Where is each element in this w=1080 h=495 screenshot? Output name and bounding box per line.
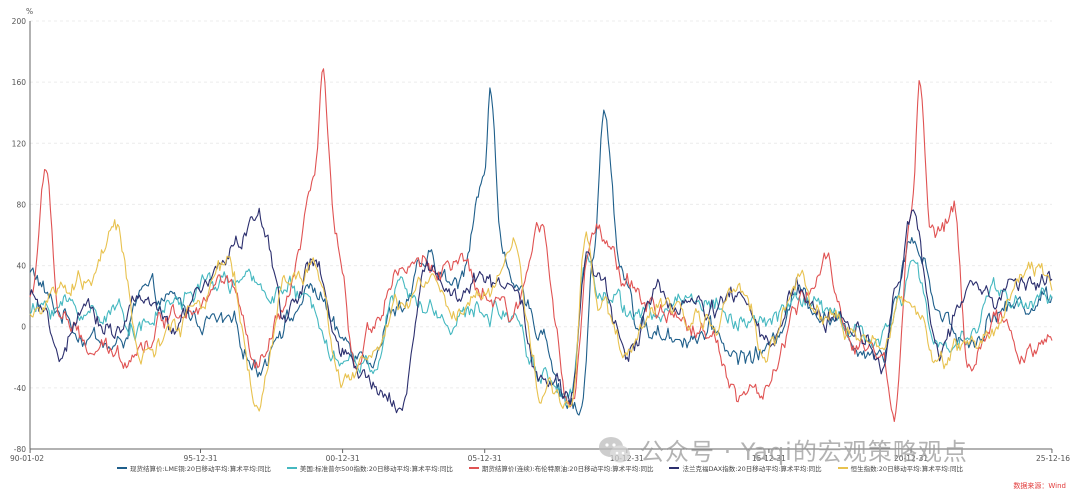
watermark: 公众号 · Yaqi的宏观策略观点 bbox=[598, 432, 968, 467]
legend-swatch bbox=[837, 467, 848, 469]
legend-swatch bbox=[468, 467, 479, 469]
y-unit-label: % bbox=[26, 7, 33, 16]
series-line bbox=[29, 219, 1053, 412]
series-line bbox=[29, 207, 1053, 414]
series-line bbox=[29, 255, 1053, 406]
x-tick-label: 15-12-31 bbox=[752, 454, 786, 463]
legend-swatch bbox=[669, 467, 680, 469]
legend-item[interactable]: 美国:标准普尔500指数:20日移动平均:算术平均:同比 bbox=[286, 463, 453, 473]
data-source-label: 数据来源：Wind bbox=[1013, 482, 1066, 490]
x-tick-label: 90-01-02 bbox=[10, 454, 44, 463]
legend-item[interactable]: 现货结算价:LME铜:20日移动平均:算术平均:同比 bbox=[117, 463, 271, 473]
y-tick-label: 80 bbox=[16, 200, 26, 209]
y-tick-label: 160 bbox=[12, 78, 27, 87]
legend-label: 恒生指数:20日移动平均:算术平均:同比 bbox=[850, 465, 963, 473]
x-tick-label: 05-12-31 bbox=[468, 454, 502, 463]
grid-lines bbox=[30, 20, 1052, 389]
legend-swatch bbox=[286, 467, 297, 469]
series-line bbox=[29, 87, 1053, 416]
y-tick-label: 120 bbox=[12, 139, 27, 148]
y-tick-label: 0 bbox=[21, 323, 26, 332]
series-lines bbox=[29, 68, 1053, 423]
x-tick-label: 20-12-31 bbox=[894, 454, 928, 463]
legend-label: 现货结算价:LME铜:20日移动平均:算术平均:同比 bbox=[130, 465, 271, 473]
x-tick-label: 25-12-16 bbox=[1036, 454, 1070, 463]
series-line bbox=[29, 68, 1053, 423]
wechat-icon bbox=[599, 436, 630, 462]
y-tick-label: -80 bbox=[14, 445, 26, 454]
legend: 现货结算价:LME铜:20日移动平均:算术平均:同比 美国:标准普尔500指数:2… bbox=[0, 463, 1080, 473]
x-tick-label: 95-12-31 bbox=[183, 454, 217, 463]
y-tick-label: 200 bbox=[12, 17, 27, 26]
legend-item[interactable]: 期货结算价(连续):布伦特原油:20日移动平均:算术平均:同比 bbox=[468, 463, 654, 473]
y-tick-label: -40 bbox=[14, 384, 26, 393]
legend-item[interactable]: 恒生指数:20日移动平均:算术平均:同比 bbox=[837, 463, 963, 473]
legend-item[interactable]: 法兰克福DAX指数:20日移动平均:算术平均:同比 bbox=[669, 463, 822, 473]
legend-swatch bbox=[117, 467, 128, 469]
watermark-text: 公众号 · Yaqi的宏观策略观点 bbox=[640, 438, 968, 466]
y-tick-label: 40 bbox=[16, 262, 26, 271]
legend-label: 美国:标准普尔500指数:20日移动平均:算术平均:同比 bbox=[299, 465, 453, 473]
x-tick-label: 00-12-31 bbox=[326, 454, 360, 463]
legend-label: 期货结算价(连续):布伦特原油:20日移动平均:算术平均:同比 bbox=[481, 465, 654, 473]
legend-label: 法兰克福DAX指数:20日移动平均:算术平均:同比 bbox=[682, 465, 822, 473]
